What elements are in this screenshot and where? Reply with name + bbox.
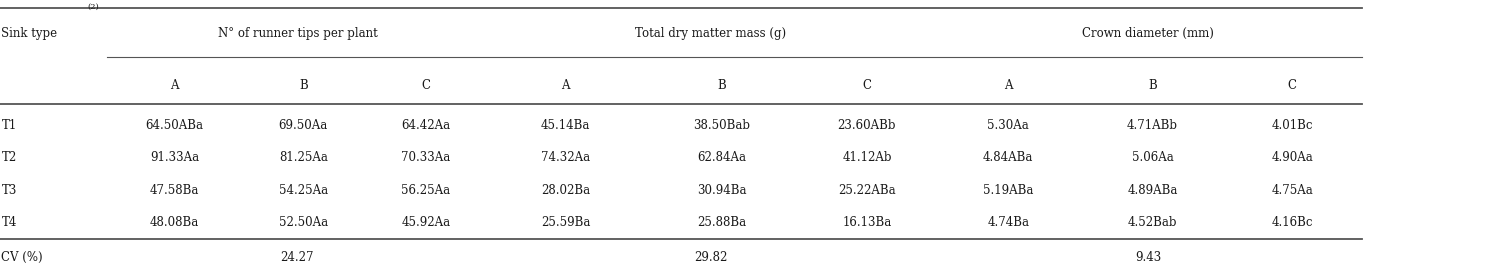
Text: 5.19ABa: 5.19ABa (983, 184, 1033, 197)
Text: A: A (562, 79, 570, 92)
Text: 54.25Aa: 54.25Aa (278, 184, 329, 197)
Text: 4.16Bc: 4.16Bc (1271, 216, 1313, 229)
Text: C: C (862, 79, 871, 92)
Text: 52.50Aa: 52.50Aa (278, 216, 329, 229)
Text: 5.30Aa: 5.30Aa (987, 119, 1029, 132)
Text: 30.94Ba: 30.94Ba (697, 184, 746, 197)
Text: (2): (2) (88, 3, 100, 11)
Text: 4.84ABa: 4.84ABa (983, 151, 1033, 164)
Text: 47.58Ba: 47.58Ba (150, 184, 199, 197)
Text: 25.88Ba: 25.88Ba (697, 216, 746, 229)
Text: 4.89ABa: 4.89ABa (1127, 184, 1178, 197)
Text: 4.75Aa: 4.75Aa (1271, 184, 1313, 197)
Text: 24.27: 24.27 (281, 251, 314, 264)
Text: 48.08Ba: 48.08Ba (150, 216, 199, 229)
Text: CV (%): CV (%) (1, 251, 43, 264)
Text: A: A (1004, 79, 1013, 92)
Text: 64.50ABa: 64.50ABa (146, 119, 204, 132)
Text: 91.33Aa: 91.33Aa (150, 151, 199, 164)
Text: T4: T4 (1, 216, 16, 229)
Text: B: B (718, 79, 726, 92)
Text: C: C (421, 79, 431, 92)
Text: 25.22ABa: 25.22ABa (839, 184, 895, 197)
Text: 4.71ABb: 4.71ABb (1127, 119, 1178, 132)
Text: N° of runner tips per plant: N° of runner tips per plant (217, 27, 378, 40)
Text: 16.13Ba: 16.13Ba (842, 216, 892, 229)
Text: Sink type: Sink type (1, 27, 58, 40)
Text: 25.59Ba: 25.59Ba (541, 216, 590, 229)
Text: 4.90Aa: 4.90Aa (1271, 151, 1313, 164)
Text: T2: T2 (1, 151, 16, 164)
Text: 4.52Bab: 4.52Bab (1127, 216, 1178, 229)
Text: 69.50Aa: 69.50Aa (278, 119, 329, 132)
Text: 5.06Aa: 5.06Aa (1132, 151, 1173, 164)
Text: 41.12Ab: 41.12Ab (842, 151, 892, 164)
Text: 4.74Ba: 4.74Ba (987, 216, 1029, 229)
Text: 74.32Aa: 74.32Aa (541, 151, 590, 164)
Text: A: A (171, 79, 178, 92)
Text: Total dry matter mass (g): Total dry matter mass (g) (635, 27, 787, 40)
Text: 45.92Aa: 45.92Aa (401, 216, 451, 229)
Text: 9.43: 9.43 (1135, 251, 1161, 264)
Text: B: B (1148, 79, 1157, 92)
Text: 70.33Aa: 70.33Aa (401, 151, 451, 164)
Text: 81.25Aa: 81.25Aa (280, 151, 327, 164)
Text: C: C (1288, 79, 1297, 92)
Text: 28.02Ba: 28.02Ba (541, 184, 590, 197)
Text: 38.50Bab: 38.50Bab (693, 119, 751, 132)
Text: B: B (299, 79, 308, 92)
Text: 4.01Bc: 4.01Bc (1271, 119, 1313, 132)
Text: 56.25Aa: 56.25Aa (401, 184, 451, 197)
Text: 62.84Aa: 62.84Aa (697, 151, 746, 164)
Text: 29.82: 29.82 (694, 251, 727, 264)
Text: T3: T3 (1, 184, 16, 197)
Text: 45.14Ba: 45.14Ba (541, 119, 590, 132)
Text: T1: T1 (1, 119, 16, 132)
Text: 64.42Aa: 64.42Aa (401, 119, 451, 132)
Text: 23.60ABb: 23.60ABb (837, 119, 897, 132)
Text: Crown diameter (mm): Crown diameter (mm) (1083, 27, 1213, 40)
